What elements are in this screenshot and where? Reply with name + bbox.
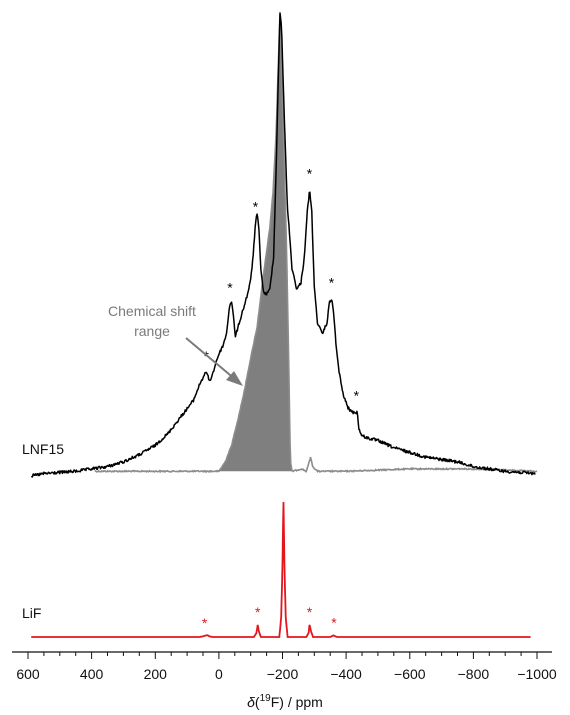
x-axis-ticks: 600 400 200 0 −200 −400 −600 −800 −1000 [16, 652, 557, 682]
lif-sideband-star-3: * [307, 604, 313, 620]
lnf15-sideband-star-3: * [253, 199, 259, 215]
x-tick-label: 600 [16, 666, 40, 682]
lnf15-spectrum-group [30, 12, 536, 478]
chemical-shift-range-group [94, 13, 538, 474]
x-tick-label: 200 [144, 666, 168, 682]
x-tick-label: −1000 [517, 666, 557, 682]
x-tick-label: 400 [80, 666, 104, 682]
annotation-arrow [185, 337, 243, 386]
x-axis-title-delta: δ [247, 694, 255, 710]
x-tick-label: −600 [394, 666, 426, 682]
x-axis-title-open: ( [255, 694, 260, 710]
x-tick-label: −200 [267, 666, 299, 682]
chemical-shift-annotation-line-1: Chemical shift [108, 303, 196, 319]
x-axis-title-rest: F) / ppm [271, 694, 323, 710]
x-tick-label: −400 [330, 666, 362, 682]
x-tick-label: −800 [458, 666, 490, 682]
lnf15-sideband-star-2: * [227, 280, 233, 296]
lif-spectrum-group [31, 501, 531, 638]
lif-spectrum-label: LiF [22, 605, 41, 621]
lnf15-sideband-star-4: * [307, 165, 313, 181]
lnf15-sideband-star-5: * [329, 274, 335, 290]
lnf15-sideband-star-6: * [354, 387, 360, 403]
x-axis-title: δ(19F) / ppm [247, 693, 323, 710]
lif-sideband-star-2: * [255, 604, 261, 620]
x-axis-title-superscript: 19 [260, 693, 272, 704]
chemical-shift-range-fill [218, 13, 292, 472]
lif-spectrum-line [31, 501, 531, 638]
x-tick-label: 0 [215, 666, 223, 682]
lnf15-spectrum-line [30, 12, 536, 478]
chemical-shift-annotation-line-2: range [134, 323, 170, 339]
lif-sideband-star-1: * [202, 615, 208, 631]
lnf15-spectrum-label: LNF15 [22, 441, 64, 457]
chemical-shift-range-line [94, 13, 538, 474]
lif-sideband-star-4: * [331, 615, 337, 631]
